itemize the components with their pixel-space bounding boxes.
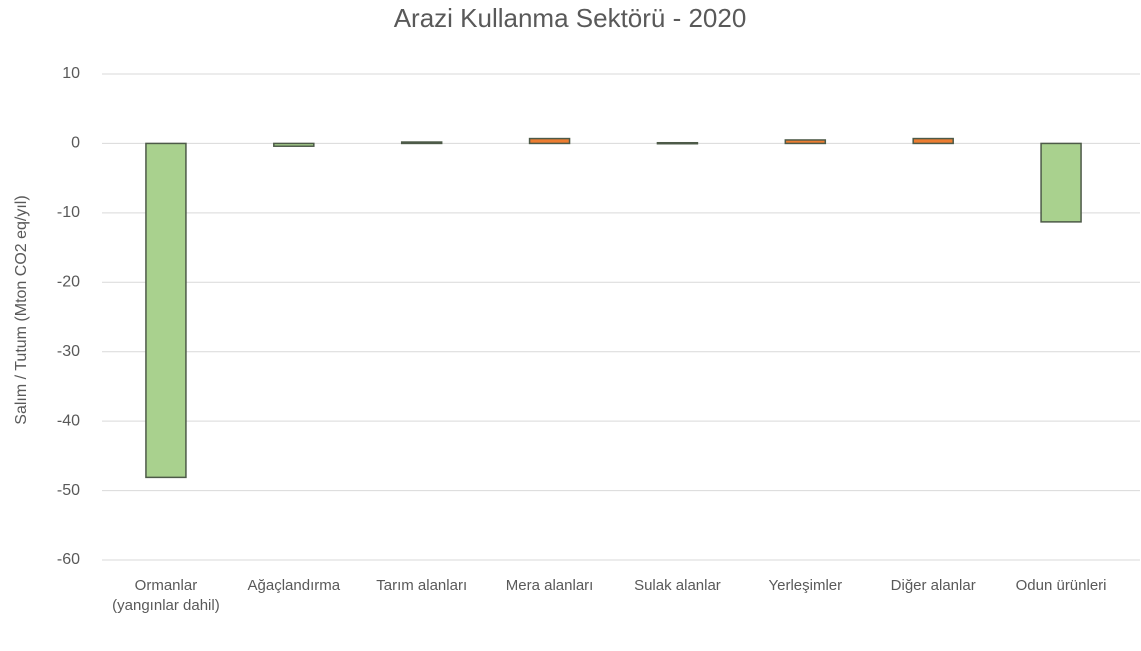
x-tick-label: Ormanlar (yangınlar dahil) [112, 577, 220, 614]
bar [912, 137, 954, 145]
x-tick-label: Odun ürünleri [1015, 577, 1107, 594]
y-tick-label: 10 [62, 65, 80, 82]
y-tick-label: -30 [57, 343, 80, 360]
y-tick-label: -20 [57, 274, 80, 291]
bar [528, 137, 571, 145]
y-tick-label: -10 [57, 204, 80, 221]
y-tick-label: -50 [57, 482, 80, 499]
bar [1040, 142, 1082, 223]
bar [784, 139, 827, 145]
x-tick-label: Ağaçlandırma [247, 577, 341, 594]
y-tick-label: -40 [57, 412, 80, 429]
bar [273, 142, 315, 147]
y-axis-label: Salım / Tutum (Mton CO2 eq/yıl) [13, 195, 30, 424]
bar [145, 142, 187, 479]
chart-title: Arazi Kullanma Sektörü - 2020 [394, 3, 747, 33]
y-tick-label: -60 [57, 551, 80, 568]
x-tick-label: Tarım alanları [376, 577, 468, 594]
bar [656, 141, 699, 145]
bar [400, 141, 443, 145]
x-tick-label: Mera alanları [505, 577, 594, 594]
x-tick-label: Diğer alanlar [890, 577, 976, 594]
x-tick-label: Sulak alanlar [634, 577, 721, 594]
y-tick-label: 0 [71, 135, 80, 152]
x-tick-label: Yerleşimler [768, 577, 843, 594]
